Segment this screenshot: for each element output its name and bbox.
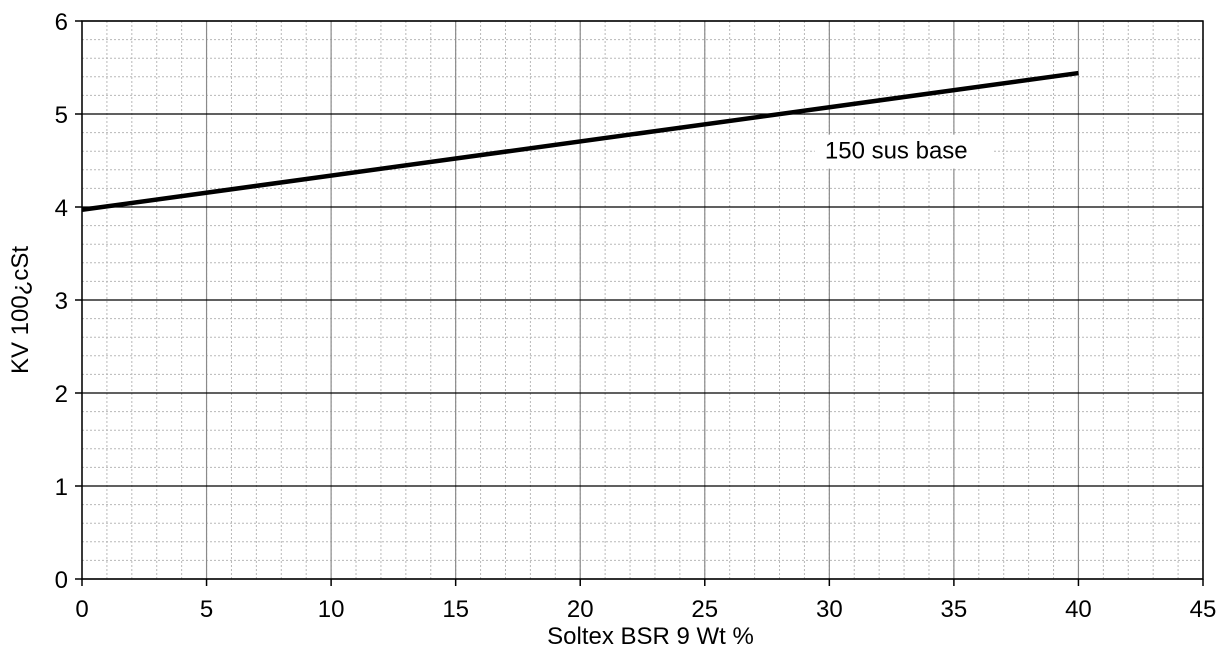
annotation-label: 150 sus base — [825, 138, 968, 165]
x-tick-label: 40 — [1065, 596, 1092, 623]
y-tick-label: 3 — [55, 288, 68, 315]
annotation-background — [814, 134, 993, 169]
series-line — [81, 70, 1079, 213]
x-tick-label: 15 — [442, 596, 469, 623]
y-tick-label: 4 — [55, 195, 68, 222]
y-tick-label: 2 — [55, 381, 68, 408]
x-tick-label: 25 — [691, 596, 718, 623]
x-tick-label: 30 — [816, 596, 843, 623]
x-tick-label: 0 — [75, 596, 88, 623]
x-tick-label: 10 — [318, 596, 345, 623]
x-tick-label: 35 — [941, 596, 968, 623]
y-axis-ticks: 0 1 2 3 4 5 6 — [55, 9, 82, 594]
x-axis-ticks: 0 5 10 15 20 25 30 35 40 45 — [75, 579, 1216, 623]
x-tick-label: 20 — [567, 596, 594, 623]
series-layer — [81, 70, 1079, 213]
x-axis-title: Soltex BSR 9 Wt % — [547, 623, 754, 650]
y-axis-title: KV 100¿cSt — [7, 246, 34, 374]
y-tick-label: 0 — [55, 567, 68, 594]
y-tick-label: 6 — [55, 9, 68, 36]
y-tick-label: 5 — [55, 102, 68, 129]
x-tick-label: 45 — [1190, 596, 1217, 623]
annotation-layer: 150 sus base — [814, 134, 993, 169]
y-tick-label: 1 — [55, 474, 68, 501]
x-tick-label: 5 — [200, 596, 213, 623]
